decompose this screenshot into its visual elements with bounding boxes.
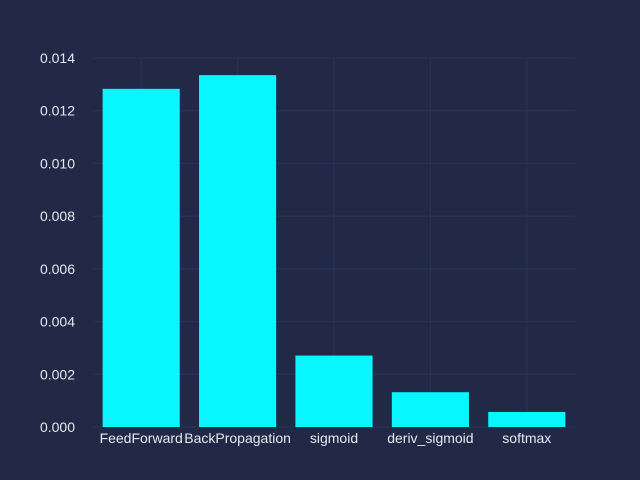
x-tick-label: softmax	[502, 430, 551, 446]
y-tick-label: 0.004	[40, 314, 75, 330]
x-tick-label: sigmoid	[310, 430, 358, 446]
y-tick-label: 0.010	[40, 155, 75, 171]
bar-deriv-sigmoid	[391, 392, 469, 427]
bar-sigmoid	[295, 355, 373, 427]
bar-backpropagation	[199, 75, 277, 427]
x-axis-ticks: FeedForward BackPropagation sigmoid deriv_s…	[100, 430, 552, 446]
y-tick-label: 0.014	[40, 50, 75, 66]
y-tick-label: 0.012	[40, 103, 75, 119]
y-tick-label: 0.006	[40, 261, 75, 277]
y-tick-label: 0.002	[40, 366, 75, 382]
bars	[102, 75, 566, 427]
y-axis-ticks: 0.000 0.002 0.004 0.006 0.008 0.010 0.012 0.014	[40, 50, 75, 435]
x-tick-label: BackPropagation	[184, 430, 291, 446]
bar-feedforward	[102, 88, 180, 427]
y-tick-label: 0.000	[40, 419, 75, 435]
x-tick-label: FeedForward	[100, 430, 183, 446]
x-tick-label: deriv_sigmoid	[387, 430, 473, 446]
bar-softmax	[488, 411, 566, 427]
y-tick-label: 0.008	[40, 208, 75, 224]
